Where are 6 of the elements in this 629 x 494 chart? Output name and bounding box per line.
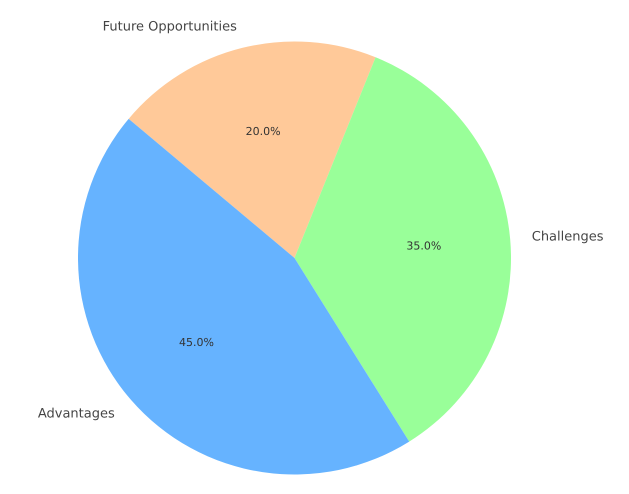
data-label: 45.0% <box>178 336 214 350</box>
slice-label: Challenges <box>532 230 604 245</box>
data-label: 20.0% <box>246 124 281 138</box>
data-label: 35.0% <box>406 240 442 253</box>
slice-label: Advantages <box>38 406 115 422</box>
slice-label: Future Opportunities <box>102 19 238 34</box>
